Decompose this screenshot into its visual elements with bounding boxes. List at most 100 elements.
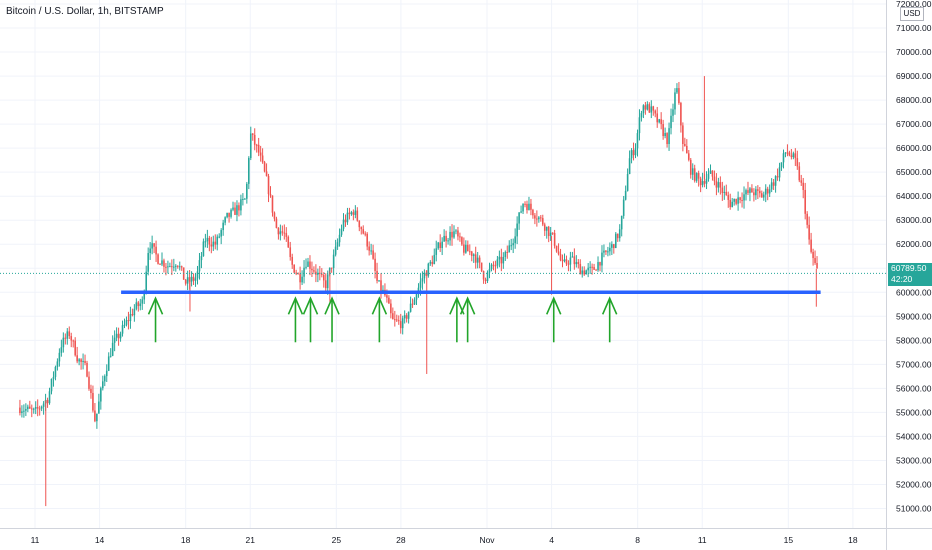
- candle-body: [630, 150, 633, 159]
- candle-body: [137, 302, 140, 307]
- candle-body: [587, 267, 589, 271]
- candle-body: [70, 336, 73, 341]
- candle-body: [356, 210, 359, 221]
- y-tick-label: 72000.00: [896, 0, 932, 9]
- candle-body: [812, 251, 814, 259]
- candle-body: [634, 148, 637, 156]
- candle-body: [561, 260, 564, 262]
- candle-body: [340, 228, 343, 235]
- candle-body: [755, 189, 757, 196]
- candle-body: [405, 315, 408, 319]
- candle-body: [228, 212, 230, 217]
- candle-body: [78, 359, 80, 362]
- candle-body: [399, 321, 402, 329]
- candle-body: [540, 217, 542, 219]
- y-tick-label: 70000.00: [896, 47, 932, 57]
- candle-body: [628, 158, 631, 175]
- candle-body: [534, 215, 536, 219]
- support-arrow-head: [371, 296, 388, 315]
- candle-body: [599, 262, 601, 266]
- currency-button[interactable]: USD: [900, 7, 924, 21]
- candle-body: [419, 281, 422, 288]
- candle-body: [84, 361, 86, 363]
- candle-body: [545, 226, 548, 231]
- candle-body: [684, 143, 686, 146]
- candle-body: [429, 261, 432, 264]
- candle-body: [253, 134, 256, 145]
- candle-body: [117, 333, 120, 339]
- candle-body: [682, 125, 684, 144]
- candle-body: [321, 273, 323, 275]
- y-tick-label: 66000.00: [896, 143, 932, 153]
- candle-body: [311, 268, 313, 271]
- candle-body: [224, 217, 226, 223]
- x-tick-label: 4: [549, 535, 554, 545]
- candle-body: [411, 303, 414, 305]
- candle-body: [390, 303, 392, 314]
- candle-body: [392, 313, 394, 320]
- candle-body: [366, 233, 368, 247]
- candle-body: [439, 242, 441, 249]
- candle-body: [577, 262, 580, 264]
- candle-body: [255, 144, 258, 146]
- y-tick-label: 65000.00: [896, 167, 932, 177]
- candle-body: [259, 152, 262, 156]
- candle-body: [636, 133, 639, 149]
- candle-body: [303, 267, 305, 277]
- candle-body: [74, 340, 76, 356]
- x-tick-label: Nov: [479, 535, 495, 545]
- candle-body: [774, 176, 777, 186]
- candle-body: [129, 314, 132, 322]
- candle-body: [27, 406, 29, 410]
- candle-body: [210, 244, 213, 247]
- candle-body: [153, 243, 155, 247]
- candle-body: [613, 244, 615, 249]
- candle-body: [178, 266, 181, 268]
- candle-body: [762, 194, 765, 198]
- candle-body: [147, 253, 149, 272]
- candle-body: [618, 229, 621, 239]
- candle-body: [611, 244, 613, 248]
- candle-body: [330, 267, 333, 269]
- candle-body: [770, 182, 773, 190]
- candle-body: [370, 250, 372, 252]
- candle-body: [403, 315, 406, 319]
- candle-body: [206, 237, 209, 242]
- candle-body: [695, 173, 698, 181]
- candle-body: [352, 212, 355, 215]
- candle-body: [721, 187, 724, 193]
- candle-body: [200, 256, 203, 261]
- candle-body: [386, 295, 388, 298]
- candle-body: [32, 408, 35, 410]
- candle-body: [597, 262, 599, 271]
- candle-body: [293, 264, 295, 273]
- candle-body: [660, 119, 662, 125]
- candle-body: [401, 318, 404, 329]
- candle-body: [395, 319, 398, 321]
- candle-body: [42, 403, 45, 407]
- candle-body: [295, 272, 297, 274]
- y-tick-label: 51000.00: [896, 504, 932, 514]
- candle-body: [151, 243, 153, 249]
- x-tick-label: 28: [396, 535, 406, 545]
- candle-body: [277, 227, 280, 235]
- support-arrow-head: [449, 296, 465, 315]
- y-tick-label: 58000.00: [896, 335, 932, 345]
- candle-body: [569, 257, 572, 265]
- candle-body: [453, 231, 455, 238]
- candle-body: [342, 219, 345, 229]
- candle-body: [474, 254, 477, 263]
- candle-body: [468, 251, 471, 253]
- x-tick-label: 18: [181, 535, 191, 545]
- candle-body: [283, 232, 286, 234]
- candle-body: [165, 266, 167, 268]
- candle-body: [226, 212, 228, 218]
- y-tick-label: 63000.00: [896, 215, 932, 225]
- candle-body: [407, 311, 410, 319]
- candle-body: [794, 153, 797, 159]
- candle-body: [102, 381, 104, 389]
- candle-body: [747, 190, 749, 193]
- candle-body: [510, 245, 513, 247]
